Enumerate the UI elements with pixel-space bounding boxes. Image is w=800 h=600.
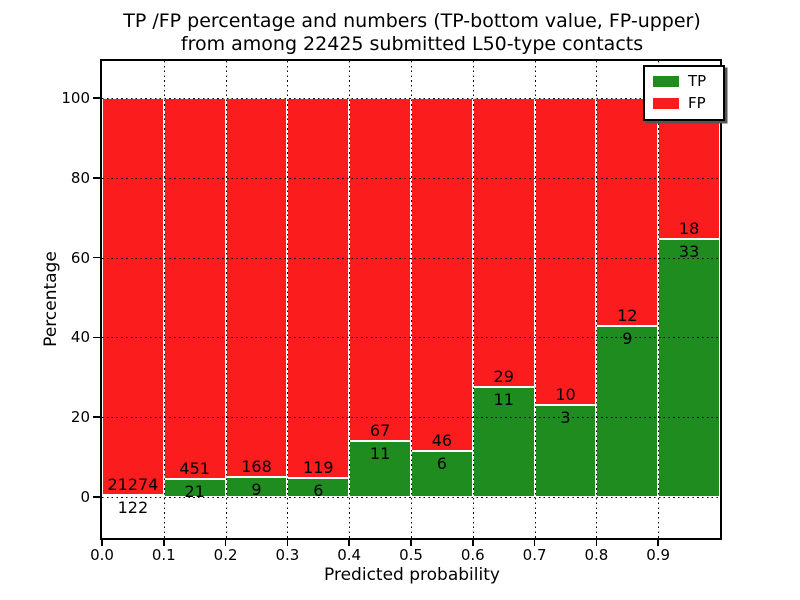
tp-count-label: 3 (560, 407, 571, 427)
y-tick (93, 177, 100, 179)
fp-count-label: 168 (241, 456, 272, 476)
x-tick (533, 540, 536, 546)
fp-count-label: 46 (431, 430, 453, 450)
y-tick (93, 416, 100, 418)
x-tick (410, 540, 412, 546)
tp-count-label: 33 (678, 241, 700, 261)
vertical-gridline (472, 61, 474, 538)
fp-bar-segment (163, 98, 226, 480)
x-tick (472, 540, 474, 546)
fp-count-label: 12 (617, 306, 638, 325)
fp-bar-segment (287, 98, 350, 478)
tp-bar-segment (102, 494, 164, 497)
vertical-gridline (411, 61, 412, 538)
tp-bar-segment (658, 238, 720, 497)
x-tick-label: 0.1 (151, 546, 176, 564)
vertical-gridline (163, 61, 165, 538)
fp-bar-segment (411, 98, 473, 451)
tp-bar-segment (534, 404, 597, 497)
fp-count-label: 451 (179, 459, 210, 479)
tp-count-label: 6 (436, 453, 447, 473)
x-tick (348, 540, 350, 546)
fp-bar-segment (596, 98, 659, 326)
x-axis-label: Predicted probability (324, 565, 500, 585)
legend-entry-fp: FP (653, 95, 715, 112)
x-tick-label: 0.3 (275, 546, 300, 564)
y-tick (93, 256, 100, 259)
tp-count-label: 122 (117, 497, 149, 517)
x-tick (286, 540, 289, 546)
legend-entry-tp: TP (653, 73, 715, 90)
x-tick (224, 540, 227, 546)
x-tick-label: 0.6 (460, 546, 485, 564)
x-tick (595, 540, 598, 546)
y-tick-label: 80 (70, 168, 90, 187)
tp-count-label: 21 (184, 482, 205, 502)
vertical-gridline (658, 61, 660, 538)
tp-count-label: 6 (313, 480, 324, 500)
fp-count-label: 119 (303, 457, 334, 477)
fp-bar-segment (472, 98, 535, 388)
tp-count-label: 9 (622, 329, 633, 348)
x-tick-label: 0.4 (337, 546, 362, 564)
x-tick-label: 0.9 (646, 546, 671, 564)
x-tick (101, 540, 103, 546)
legend: TP FP (643, 65, 725, 121)
tp-bar-segment (411, 450, 473, 497)
tp-bar-segment (596, 326, 659, 497)
x-tick (657, 540, 659, 546)
tp-bar-segment (472, 387, 535, 497)
vertical-gridline (349, 61, 351, 538)
x-tick-label: 0.7 (522, 546, 547, 564)
tp-count-label: 11 (493, 390, 514, 410)
y-tick-label: 60 (70, 248, 90, 267)
vertical-gridline (287, 61, 289, 538)
y-tick (93, 496, 100, 498)
x-tick-label: 0.5 (399, 546, 423, 564)
fp-count-label: 18 (678, 218, 700, 238)
tp-color-swatch (653, 76, 679, 87)
vertical-gridline (534, 61, 536, 538)
x-tick-label: 0.0 (90, 546, 114, 564)
tp-count-label: 9 (251, 479, 262, 499)
fp-count-label: 21274 (107, 474, 159, 494)
tp-count-label: 11 (369, 443, 391, 463)
fp-bar-segment (534, 98, 597, 405)
fp-color-swatch (653, 98, 679, 109)
chart-title: TP /FP percentage and numbers (TP-bottom… (101, 10, 723, 56)
plot-content: 21274 122 451 21 168 9 119 6 67 11 46 6 29 11 10 3 12 9 18… (102, 61, 720, 538)
y-tick (93, 336, 100, 339)
y-tick-label: 20 (70, 408, 90, 427)
x-tick-label: 0.2 (213, 546, 238, 564)
fp-count-label: 10 (555, 384, 576, 404)
tp-bar-segment (349, 440, 411, 497)
legend-label-tp: TP (688, 72, 707, 90)
chart-title-line1: TP /FP percentage and numbers (TP-bottom… (123, 10, 701, 32)
y-tick (93, 97, 100, 99)
chart-title-line2: from among 22425 submitted L50-type cont… (180, 33, 644, 55)
fp-count-label: 67 (369, 420, 391, 440)
legend-label-fp: FP (688, 94, 706, 112)
fp-bar-segment (102, 98, 164, 495)
vertical-gridline (225, 61, 227, 538)
fp-bar-segment (225, 98, 288, 477)
x-tick-label: 0.8 (584, 546, 609, 564)
y-tick-label: 40 (70, 328, 90, 347)
vertical-gridline (596, 61, 598, 538)
fp-bar-segment (349, 98, 411, 441)
y-tick-label: 100 (61, 89, 90, 107)
fp-count-label: 29 (493, 367, 514, 387)
x-tick (163, 540, 165, 546)
y-axis-label: Percentage (41, 251, 61, 347)
y-tick-label: 0 (80, 488, 90, 506)
